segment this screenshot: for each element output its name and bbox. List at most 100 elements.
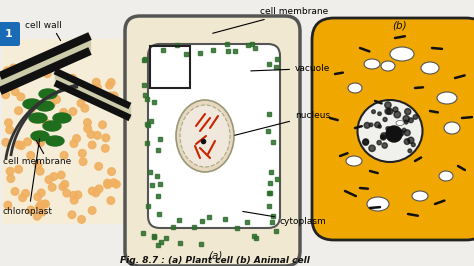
Bar xyxy=(192,226,196,230)
Bar xyxy=(199,242,202,246)
Circle shape xyxy=(388,131,393,137)
Bar xyxy=(158,182,163,186)
Ellipse shape xyxy=(437,92,457,104)
Circle shape xyxy=(17,93,25,101)
Bar xyxy=(171,225,175,229)
Circle shape xyxy=(53,96,60,103)
Circle shape xyxy=(5,76,13,84)
Ellipse shape xyxy=(412,191,428,201)
Circle shape xyxy=(6,126,13,134)
Circle shape xyxy=(381,133,387,139)
Circle shape xyxy=(404,139,410,144)
Ellipse shape xyxy=(180,105,230,167)
Bar xyxy=(250,43,254,47)
Bar xyxy=(156,194,160,198)
FancyBboxPatch shape xyxy=(0,22,20,46)
Bar xyxy=(149,119,153,123)
Circle shape xyxy=(2,139,9,146)
Bar xyxy=(148,170,153,174)
Circle shape xyxy=(363,139,369,145)
Bar xyxy=(158,137,162,141)
Circle shape xyxy=(84,125,91,132)
Ellipse shape xyxy=(348,83,362,93)
Text: cell wall: cell wall xyxy=(25,21,62,30)
Circle shape xyxy=(110,92,118,100)
Circle shape xyxy=(42,66,50,74)
Circle shape xyxy=(36,203,43,211)
Ellipse shape xyxy=(43,121,61,131)
Bar xyxy=(198,51,202,55)
Circle shape xyxy=(79,149,86,157)
Circle shape xyxy=(106,81,113,89)
Bar xyxy=(269,170,273,174)
Circle shape xyxy=(110,179,118,186)
Bar xyxy=(152,235,156,239)
Circle shape xyxy=(33,213,41,220)
Ellipse shape xyxy=(381,61,395,71)
Circle shape xyxy=(59,183,67,190)
Circle shape xyxy=(27,206,35,214)
Circle shape xyxy=(18,142,25,149)
Bar xyxy=(271,214,275,218)
Circle shape xyxy=(372,110,375,114)
Circle shape xyxy=(68,211,76,219)
Circle shape xyxy=(387,108,393,114)
Ellipse shape xyxy=(357,100,422,162)
Circle shape xyxy=(99,121,106,128)
Circle shape xyxy=(393,107,398,112)
Ellipse shape xyxy=(390,47,414,61)
Bar xyxy=(268,181,272,185)
Circle shape xyxy=(34,193,42,201)
Circle shape xyxy=(363,139,369,144)
Bar xyxy=(145,97,148,101)
Circle shape xyxy=(37,201,45,209)
Circle shape xyxy=(408,149,412,153)
Ellipse shape xyxy=(46,136,64,146)
Bar xyxy=(143,57,147,61)
Text: (b): (b) xyxy=(392,20,407,30)
Circle shape xyxy=(45,176,53,184)
Ellipse shape xyxy=(364,59,380,69)
Bar xyxy=(267,190,271,194)
Circle shape xyxy=(79,158,87,165)
Ellipse shape xyxy=(176,100,234,172)
Bar xyxy=(233,49,237,53)
Ellipse shape xyxy=(346,156,362,166)
Bar xyxy=(178,241,182,245)
Circle shape xyxy=(22,190,29,197)
Circle shape xyxy=(78,216,85,223)
Circle shape xyxy=(69,108,77,115)
Bar xyxy=(273,229,278,233)
Circle shape xyxy=(388,127,393,132)
Circle shape xyxy=(88,207,96,214)
Circle shape xyxy=(113,180,120,188)
Circle shape xyxy=(47,100,55,108)
Bar xyxy=(225,42,229,46)
Ellipse shape xyxy=(53,113,71,123)
Circle shape xyxy=(9,64,17,72)
Bar xyxy=(253,46,257,50)
Circle shape xyxy=(408,137,414,143)
Circle shape xyxy=(95,185,103,193)
Bar xyxy=(145,141,149,145)
Bar xyxy=(155,174,159,178)
Circle shape xyxy=(37,189,45,197)
Circle shape xyxy=(397,130,404,136)
Circle shape xyxy=(386,126,402,142)
Circle shape xyxy=(364,122,370,128)
FancyBboxPatch shape xyxy=(312,18,474,240)
Circle shape xyxy=(74,191,82,199)
Circle shape xyxy=(60,109,67,116)
Circle shape xyxy=(2,91,9,99)
Circle shape xyxy=(378,112,381,115)
Circle shape xyxy=(27,152,35,159)
Bar xyxy=(142,58,146,62)
Circle shape xyxy=(61,180,69,188)
Circle shape xyxy=(102,134,109,142)
Circle shape xyxy=(30,115,38,122)
Circle shape xyxy=(42,200,49,208)
Bar xyxy=(142,83,146,87)
Bar xyxy=(223,217,227,221)
Bar xyxy=(267,112,271,116)
Circle shape xyxy=(70,140,78,147)
